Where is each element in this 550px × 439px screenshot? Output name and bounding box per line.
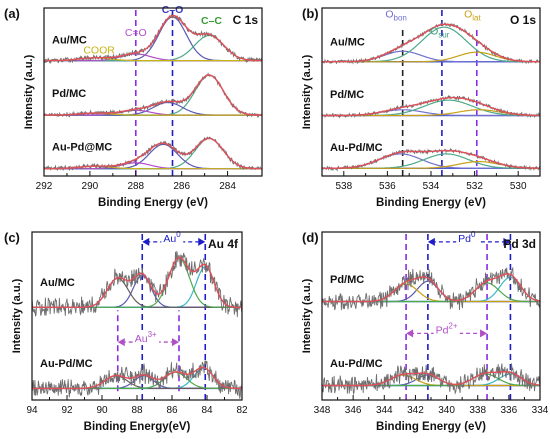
series-label: Pd/MC <box>330 89 364 101</box>
x-tick-label: 532 <box>466 181 483 192</box>
x-tick-label: 86 <box>166 405 178 416</box>
x-tick-label: 94 <box>26 405 38 416</box>
fit-envelope <box>322 149 540 170</box>
fit-envelope <box>322 96 540 117</box>
plot-area <box>322 8 540 176</box>
fit-envelope <box>44 14 262 62</box>
raw-spectrum <box>322 363 540 396</box>
x-tick-label: 342 <box>407 405 424 416</box>
series-Au/MC <box>32 251 242 318</box>
x-tick-label: 536 <box>379 181 396 192</box>
series-label: Au-Pd/MC <box>330 358 383 370</box>
fit-envelope <box>322 371 540 387</box>
y-axis-label: Intensity (a.u.) <box>23 54 35 129</box>
spectrum-title: C 1s <box>233 13 259 27</box>
y-axis-label: Intensity (a.u.) <box>11 278 23 353</box>
panel-label: (d) <box>302 230 319 245</box>
panel-label: (b) <box>302 6 319 21</box>
series-Pd/MC <box>44 72 262 118</box>
spectrum-title: Pd 3d <box>503 237 536 251</box>
x-tick-label: 290 <box>82 181 99 192</box>
peak-annotation: C–C <box>201 15 222 27</box>
spectrum-title: O 1s <box>510 13 536 27</box>
x-tick-label: 288 <box>127 181 144 192</box>
x-tick-label: 284 <box>219 181 236 192</box>
x-tick-label: 286 <box>173 181 190 192</box>
series-label: Au-Pd@MC <box>52 142 112 154</box>
series-label: Au/MC <box>330 36 365 48</box>
x-tick-label: 336 <box>501 405 518 416</box>
panel-label: (c) <box>4 230 20 245</box>
peak-annotation: C–O <box>162 4 184 16</box>
series-label: Pd/MC <box>52 88 86 100</box>
peak-annotation: C=O <box>125 27 147 39</box>
peak-component <box>322 283 540 303</box>
peak-annotation: Olat <box>464 9 481 23</box>
plot-area <box>322 232 540 400</box>
x-tick-label: 334 <box>532 405 549 416</box>
y-axis-label: Intensity (a.u.) <box>301 54 313 129</box>
double-arrow <box>117 338 179 347</box>
x-tick-label: 84 <box>201 405 213 416</box>
x-tick-label: 340 <box>438 405 455 416</box>
x-tick-label: 88 <box>131 405 143 416</box>
series-label: Au/MC <box>52 35 87 47</box>
axes-frame <box>43 7 263 177</box>
peak-annotation: COOR <box>83 44 115 56</box>
plot-area <box>44 8 262 176</box>
series-Au/MC <box>44 14 262 65</box>
x-tick-label: 538 <box>335 181 352 192</box>
x-tick-label: 530 <box>510 181 527 192</box>
x-axis-label: Binding Energy (eV) <box>376 421 486 433</box>
series-Au/MC <box>322 21 540 65</box>
fit-envelope <box>322 23 540 63</box>
series-Au-Pd/MC <box>32 360 242 399</box>
x-tick-label: 344 <box>376 405 393 416</box>
series-Au-Pd/MC <box>322 147 540 172</box>
panel-a: COOR C=O C–O C–C Au/MC Pd/MC Au-Pd@MC 292 290 288… <box>4 4 263 209</box>
peak-component <box>322 50 540 63</box>
series-Au-Pd/MC <box>322 363 540 396</box>
x-axis-label: Binding Energy (eV) <box>98 197 208 209</box>
fit-envelope <box>44 137 262 170</box>
fit-envelope <box>44 74 262 116</box>
double-arrow <box>142 237 206 246</box>
x-tick-label: 338 <box>469 405 486 416</box>
fit-envelope <box>32 366 242 390</box>
x-tick-label: 534 <box>423 181 440 192</box>
fit-envelope <box>322 273 540 303</box>
x-tick-label: 90 <box>96 405 108 416</box>
x-tick-label: 348 <box>314 405 331 416</box>
x-tick-label: 292 <box>36 181 53 192</box>
series-Pd/MC <box>322 94 540 119</box>
x-axis-label: Binding Energy(eV) <box>84 421 191 433</box>
raw-spectrum <box>32 251 242 318</box>
peak-annotation: Obon <box>385 9 407 23</box>
series-label: Au/MC <box>40 277 75 289</box>
series-label: Pd/MC <box>330 274 364 286</box>
x-tick-label: 92 <box>61 405 73 416</box>
series-Pd/MC <box>322 266 540 311</box>
series-label: Au-Pd/MC <box>330 142 383 154</box>
plot-area <box>32 232 242 400</box>
panel-label: (a) <box>4 6 20 21</box>
spectrum-title: Au 4f <box>208 237 239 251</box>
series-label: Au-Pd/MC <box>40 358 93 370</box>
x-axis-label: Binding Energy (eV) <box>376 197 486 209</box>
fit-envelope <box>32 256 242 308</box>
y-axis-label: Intensity (a.u.) <box>301 278 313 353</box>
x-tick-label: 346 <box>345 405 362 416</box>
series-Au-Pd@MC <box>44 136 262 172</box>
x-tick-label: 82 <box>236 405 248 416</box>
